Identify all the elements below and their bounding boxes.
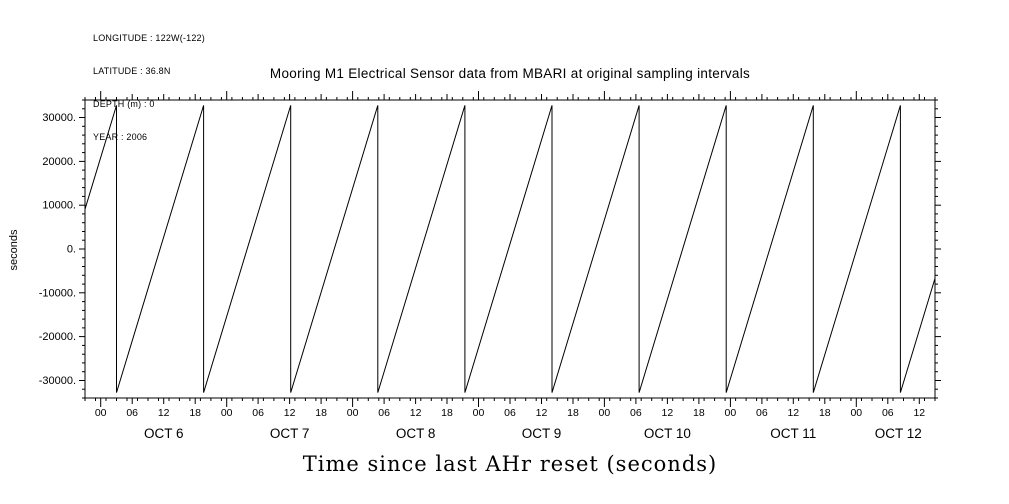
y-tick-label: 0. <box>67 244 76 256</box>
x-tick-label: 12 <box>913 407 925 419</box>
day-labels: OCT 6 OCT 7 OCT 8 OCT 9 OCT 10 OCT 11 OCT 12 <box>144 426 922 441</box>
metadata-block: LONGITUDE : 122W(-122) LATITUDE : 36.8N … <box>93 11 205 165</box>
day-label: OCT 9 <box>522 426 562 441</box>
x-tick-label: 18 <box>567 407 579 419</box>
y-tick-label: 10000. <box>42 200 76 212</box>
x-tick-label: 06 <box>378 407 390 419</box>
y-axis-ticks: 30000. 20000. 10000. 0. -10000. -20000. -30000… <box>39 99 941 399</box>
x-tick-label: 12 <box>284 407 296 419</box>
x-tick-label: 06 <box>630 407 642 419</box>
day-label: OCT 12 <box>875 426 922 441</box>
sawtooth-series-line <box>84 105 936 393</box>
x-tick-label: 18 <box>315 407 327 419</box>
x-tick-label: 00 <box>221 407 233 419</box>
x-axis-ticks: 00 06 12 18 00 06 12 18 00 06 12 18 00 06 12 18 00 06 12 18… <box>84 91 936 419</box>
plot-frame <box>84 99 936 399</box>
x-axis-title: Time since last AHr reset (seconds) <box>302 452 718 476</box>
x-tick-label: 18 <box>189 407 201 419</box>
y-tick-label: 30000. <box>42 112 76 124</box>
day-label: OCT 6 <box>144 426 184 441</box>
meta-latitude: LATITUDE : 36.8N <box>93 66 171 76</box>
x-tick-label: 00 <box>473 407 485 419</box>
meta-longitude: LONGITUDE : 122W(-122) <box>93 33 205 43</box>
x-tick-label: 06 <box>504 407 516 419</box>
x-tick-label: 06 <box>882 407 894 419</box>
x-tick-label: 18 <box>819 407 831 419</box>
x-tick-label: 18 <box>693 407 705 419</box>
x-tick-label: 00 <box>850 407 862 419</box>
chart-title: Mooring M1 Electrical Sensor data from M… <box>269 66 751 81</box>
plot-border <box>84 99 936 399</box>
x-tick-label: 12 <box>410 407 422 419</box>
y-tick-label: -10000. <box>39 287 76 299</box>
day-label: OCT 8 <box>396 426 436 441</box>
x-tick-label: 12 <box>662 407 674 419</box>
y-tick-label: -20000. <box>39 331 76 343</box>
x-tick-label: 00 <box>725 407 737 419</box>
meta-year: YEAR : 2006 <box>93 132 148 142</box>
x-tick-label: 06 <box>756 407 768 419</box>
x-tick-label: 00 <box>95 407 107 419</box>
day-label: OCT 11 <box>770 426 816 441</box>
day-label: OCT 10 <box>644 426 691 441</box>
day-label: OCT 7 <box>270 426 310 441</box>
x-tick-label: 12 <box>536 407 548 419</box>
x-tick-label: 12 <box>787 407 799 419</box>
x-tick-label: 06 <box>252 407 264 419</box>
y-tick-label: 20000. <box>42 156 76 168</box>
x-tick-label: 18 <box>441 407 453 419</box>
y-tick-label: -30000. <box>39 375 76 387</box>
x-tick-label: 00 <box>599 407 611 419</box>
meta-depth: DEPTH (m) : 0 <box>93 99 155 109</box>
x-tick-label: 00 <box>347 407 359 419</box>
x-tick-label: 12 <box>158 407 170 419</box>
x-tick-label: 06 <box>126 407 138 419</box>
